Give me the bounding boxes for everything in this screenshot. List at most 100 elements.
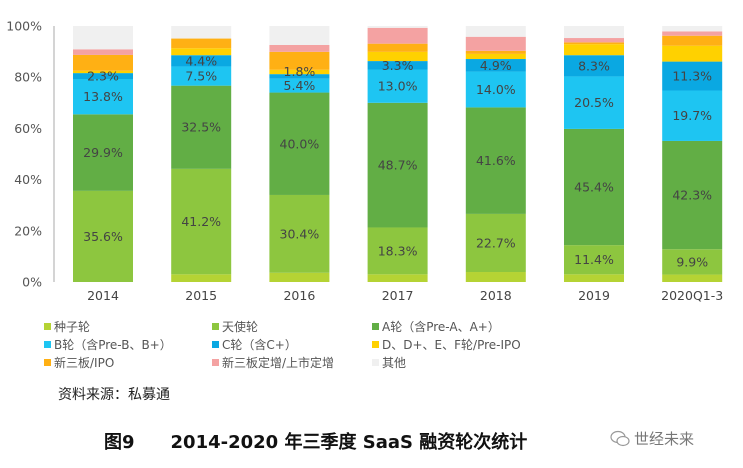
bar-segment	[662, 31, 723, 36]
bar-segment	[465, 50, 526, 54]
legend: 种子轮 天使轮 A轮（含Pre-A、A+） B轮（含Pre-B、B+） C轮（含C+） D…	[0, 316, 743, 376]
legend-swatch	[372, 341, 379, 348]
legend-label: 新三板/IPO	[54, 356, 115, 370]
data-label: 42.3%	[672, 188, 712, 203]
bar-segment	[171, 85, 232, 169]
legend-swatch	[372, 323, 379, 330]
bar-segment	[269, 69, 330, 75]
bar-segment	[367, 69, 428, 103]
bar-segment	[564, 76, 624, 129]
bar-segment	[564, 42, 624, 45]
bar-segment	[73, 73, 133, 79]
legend-item: A轮（含Pre-A、A+）	[372, 318, 500, 335]
data-label: 20.5%	[574, 95, 614, 110]
bar-segment	[73, 78, 133, 115]
bar-segment	[662, 26, 723, 32]
data-label: 30.4%	[280, 226, 320, 241]
bar-segment	[564, 245, 624, 275]
data-label: 1.8%	[284, 64, 316, 79]
data-label: 2.3%	[87, 69, 119, 84]
data-label: 40.0%	[280, 136, 320, 151]
bar-segment	[269, 92, 330, 195]
x-tick-label: 2017	[382, 288, 414, 303]
data-label: 41.6%	[476, 153, 516, 168]
bar-segment	[269, 272, 330, 282]
figure-number: 图9	[104, 432, 135, 453]
bar-segment	[171, 38, 232, 49]
legend-swatch	[44, 359, 51, 366]
bar-segment	[465, 71, 526, 108]
x-tick-label: 2020Q1-3	[661, 288, 723, 303]
bar-segment	[465, 53, 526, 60]
bar-segment	[73, 70, 133, 74]
data-label: 8.3%	[578, 58, 610, 73]
legend-label: 其他	[382, 356, 407, 370]
data-label: 32.5%	[181, 120, 221, 135]
bar-segment	[171, 168, 232, 275]
bar-segment	[662, 140, 723, 250]
watermark-text: 世经未来	[634, 430, 695, 448]
bar-segment	[564, 26, 624, 39]
bar-segment	[465, 213, 526, 273]
legend-swatch	[212, 323, 219, 330]
bar-segment	[662, 61, 723, 91]
legend-label: C轮（含C+）	[222, 338, 297, 352]
bar-segment	[564, 55, 624, 77]
legend-item: B轮（含Pre-B、B+）	[44, 336, 172, 353]
data-label: 45.4%	[574, 180, 614, 195]
legend-label: B轮（含Pre-B、B+）	[54, 338, 172, 352]
data-label: 48.7%	[378, 158, 418, 173]
bar-segment	[367, 51, 428, 62]
bar-segment	[73, 49, 133, 55]
bar-segment	[465, 26, 526, 37]
y-tick-label: 0%	[22, 275, 42, 290]
legend-label: 种子轮	[54, 320, 91, 334]
bar-segment	[465, 36, 526, 51]
data-label: 41.2%	[181, 214, 221, 229]
legend-item: 其他	[372, 354, 406, 371]
data-label: 19.7%	[672, 108, 712, 123]
figure-caption: 图9 2014-2020 年三季度 SaaS 融资轮次统计	[104, 428, 527, 454]
bar-segment	[367, 27, 428, 44]
legend-item: 天使轮	[212, 318, 258, 335]
bar-segment	[171, 55, 232, 67]
y-tick-label: 80%	[14, 70, 42, 85]
figure-title: 2014-2020 年三季度 SaaS 融资轮次统计	[170, 432, 528, 453]
bar-segment	[171, 48, 232, 56]
data-label: 9.9%	[676, 254, 708, 269]
legend-item: 种子轮	[44, 318, 90, 335]
data-label: 3.3%	[382, 58, 414, 73]
y-tick-label: 60%	[14, 121, 42, 136]
x-tick-label: 2019	[578, 288, 610, 303]
x-tick-label: 2014	[87, 288, 119, 303]
bar-segment	[73, 190, 133, 282]
source-note: 资料来源：私募通	[58, 387, 170, 403]
bar-segment	[564, 44, 624, 56]
legend-swatch	[212, 341, 219, 348]
bar-segment	[662, 249, 723, 275]
data-label: 22.7%	[476, 235, 516, 250]
watermark: 世经未来	[610, 428, 694, 449]
y-tick-label: 40%	[14, 172, 42, 187]
bar-segment	[171, 274, 232, 282]
bar-segment	[662, 274, 723, 282]
stacked-bar-chart: 35.6% 29.9% 13.8% 2.3% 41.2% 32.5% 7.5%4.4% 30.…	[6, 19, 723, 304]
bar-segment	[269, 51, 330, 70]
bar-segment	[367, 26, 428, 28]
bar-segment	[465, 59, 526, 72]
bar-segment	[367, 43, 428, 52]
bar-segment	[662, 35, 723, 46]
data-label: 14.0%	[476, 82, 516, 97]
data-label: 4.9%	[480, 58, 512, 73]
legend-swatch	[44, 323, 51, 330]
bar-segment	[367, 274, 428, 282]
bar-segment	[73, 114, 133, 191]
bar-segment	[269, 26, 330, 45]
data-label: 13.0%	[378, 79, 418, 94]
data-label: 35.6%	[83, 229, 123, 244]
bar-segment	[564, 38, 624, 43]
data-label: 13.8%	[83, 89, 123, 104]
data-label: 7.5%	[185, 69, 217, 84]
legend-item: 新三板定增/上市定增	[212, 354, 334, 371]
bar-segment	[564, 274, 624, 282]
